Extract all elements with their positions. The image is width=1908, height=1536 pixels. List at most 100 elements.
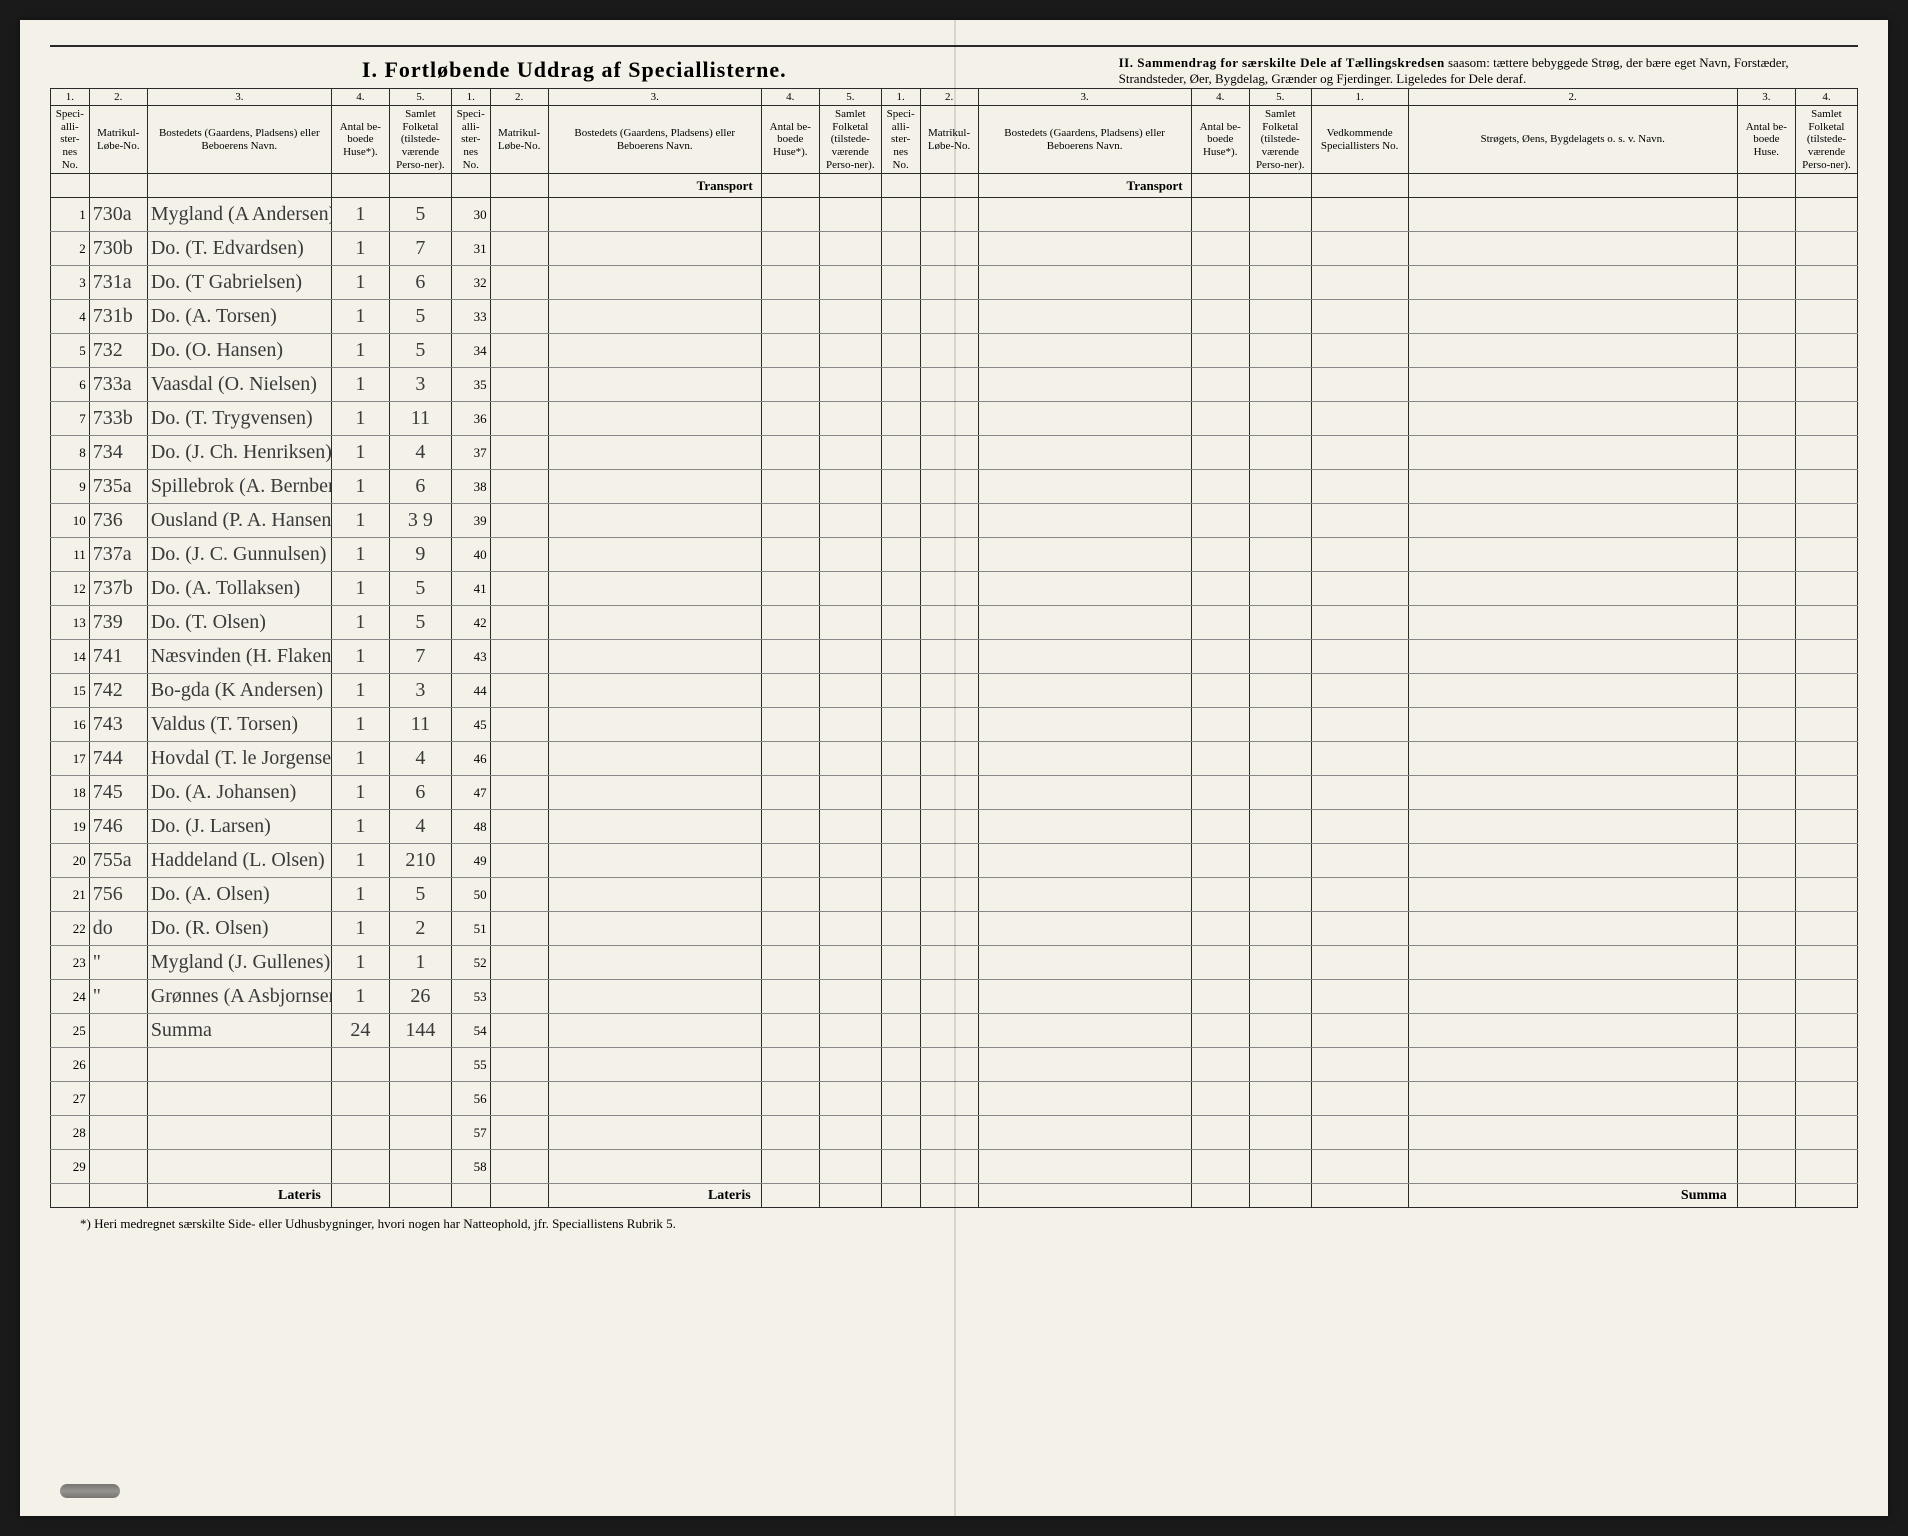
row-number: 15 xyxy=(51,674,90,708)
cell-empty xyxy=(1249,912,1311,946)
cell-empty xyxy=(881,334,920,368)
hdr-huse3: Antal be-boede Huse. xyxy=(1737,106,1795,174)
cell-empty xyxy=(548,334,761,368)
cell-empty xyxy=(1311,606,1408,640)
cell-empty xyxy=(1737,708,1795,742)
cell-empty xyxy=(1311,1150,1408,1184)
cell-empty xyxy=(1311,368,1408,402)
cell-empty xyxy=(490,674,548,708)
cell-empty xyxy=(1311,742,1408,776)
cell-empty xyxy=(920,1150,978,1184)
transport-label: Transport xyxy=(548,174,761,198)
cell-empty xyxy=(819,980,881,1014)
cell-matrikul: 744 xyxy=(89,742,147,776)
row-number-2: 39 xyxy=(451,504,490,538)
cell-empty xyxy=(819,776,881,810)
cell-empty xyxy=(761,300,819,334)
cell-empty xyxy=(490,368,548,402)
table-row: 20755aHaddeland (L. Olsen)121049 xyxy=(51,844,1858,878)
cell-empty xyxy=(1737,844,1795,878)
cell-empty xyxy=(1249,640,1311,674)
cell-empty xyxy=(1249,810,1311,844)
cell-huse: 1 xyxy=(331,232,389,266)
cell-empty xyxy=(1737,912,1795,946)
cell-empty xyxy=(819,810,881,844)
hn: 1. xyxy=(51,88,90,106)
cell-empty xyxy=(978,198,1191,232)
table-row: 3731aDo. (T Gabrielsen)1632 xyxy=(51,266,1858,300)
cell-matrikul: " xyxy=(89,946,147,980)
cell-empty xyxy=(490,878,548,912)
cell-empty xyxy=(881,980,920,1014)
cell-empty xyxy=(548,878,761,912)
top-rule xyxy=(50,45,1858,47)
cell-huse: 24 xyxy=(331,1014,389,1048)
cell-empty xyxy=(1191,980,1249,1014)
cell-empty xyxy=(548,402,761,436)
cell-empty xyxy=(1249,1014,1311,1048)
cell-empty xyxy=(1408,334,1737,368)
cell-empty xyxy=(548,538,761,572)
table-row: 12737bDo. (A. Tollaksen)1541 xyxy=(51,572,1858,606)
cell-matrikul: 755a xyxy=(89,844,147,878)
cell-empty xyxy=(1408,810,1737,844)
cell-empty xyxy=(978,334,1191,368)
binder-clip-icon xyxy=(60,1484,120,1498)
hdr-bost: Bostedets (Gaardens, Pladsens) eller Beb… xyxy=(548,106,761,174)
row-number-2: 36 xyxy=(451,402,490,436)
cell-empty xyxy=(819,538,881,572)
cell-empty xyxy=(978,980,1191,1014)
table-row: 5732Do. (O. Hansen)1534 xyxy=(51,334,1858,368)
cell-empty xyxy=(819,946,881,980)
row-number: 16 xyxy=(51,708,90,742)
row-number-2: 56 xyxy=(451,1082,490,1116)
cell-empty xyxy=(761,1150,819,1184)
cell-empty xyxy=(881,368,920,402)
cell-empty xyxy=(1408,1082,1737,1116)
cell-empty xyxy=(978,572,1191,606)
cell-huse xyxy=(331,1116,389,1150)
cell-empty xyxy=(1408,606,1737,640)
cell-empty xyxy=(1737,266,1795,300)
cell-empty xyxy=(978,1014,1191,1048)
cell-empty xyxy=(761,436,819,470)
cell-empty xyxy=(1249,504,1311,538)
row-number-2: 48 xyxy=(451,810,490,844)
row-number: 12 xyxy=(51,572,90,606)
cell-folketal: 5 xyxy=(389,300,451,334)
row-number: 3 xyxy=(51,266,90,300)
cell-empty xyxy=(920,470,978,504)
cell-empty xyxy=(1795,1048,1857,1082)
cell-empty xyxy=(1191,470,1249,504)
cell-bosted: Vaasdal (O. Nielsen) xyxy=(147,368,331,402)
cell-empty xyxy=(881,504,920,538)
cell-matrikul: 745 xyxy=(89,776,147,810)
cell-empty xyxy=(881,606,920,640)
cell-empty xyxy=(490,504,548,538)
cell-empty xyxy=(548,436,761,470)
table-row: 2655 xyxy=(51,1048,1858,1082)
cell-empty xyxy=(819,1014,881,1048)
cell-empty xyxy=(548,980,761,1014)
cell-empty xyxy=(1408,300,1737,334)
cell-empty xyxy=(1249,572,1311,606)
cell-empty xyxy=(881,1116,920,1150)
row-number: 19 xyxy=(51,810,90,844)
cell-empty xyxy=(881,1082,920,1116)
cell-empty xyxy=(548,742,761,776)
cell-folketal: 5 xyxy=(389,198,451,232)
row-number-2: 30 xyxy=(451,198,490,232)
cell-bosted xyxy=(147,1150,331,1184)
cell-empty xyxy=(548,810,761,844)
row-number-2: 53 xyxy=(451,980,490,1014)
row-number: 7 xyxy=(51,402,90,436)
cell-empty xyxy=(1249,606,1311,640)
cell-empty xyxy=(548,776,761,810)
cell-empty xyxy=(490,300,548,334)
cell-empty xyxy=(881,640,920,674)
cell-bosted: Do. (A. Johansen) xyxy=(147,776,331,810)
cell-empty xyxy=(490,470,548,504)
row-number: 5 xyxy=(51,334,90,368)
hdr-mat: Matrikul-Løbe-No. xyxy=(490,106,548,174)
table-row: 6733aVaasdal (O. Nielsen)1335 xyxy=(51,368,1858,402)
